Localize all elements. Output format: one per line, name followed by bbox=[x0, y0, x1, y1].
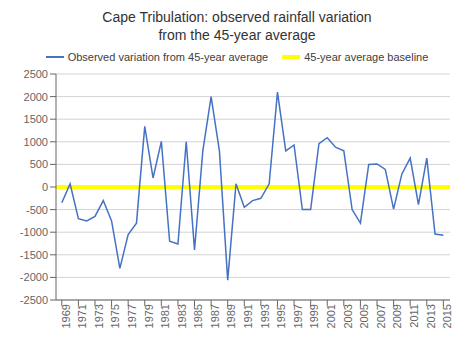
svg-text:2001: 2001 bbox=[325, 304, 337, 328]
svg-text:2009: 2009 bbox=[391, 304, 403, 328]
svg-text:-1000: -1000 bbox=[20, 226, 48, 238]
svg-text:2007: 2007 bbox=[375, 304, 387, 328]
svg-text:-2500: -2500 bbox=[20, 294, 48, 306]
svg-text:2005: 2005 bbox=[358, 304, 370, 328]
html-text:Observed variation from 45-yea: Observed variation from 45-year average bbox=[67, 51, 269, 63]
svg-text:1977: 1977 bbox=[126, 304, 138, 328]
svg-text:2013: 2013 bbox=[425, 304, 437, 328]
svg-text:1979: 1979 bbox=[143, 304, 155, 328]
html-text:from the 45-year average: from the 45-year average bbox=[158, 27, 316, 43]
svg-text:-500: -500 bbox=[26, 204, 48, 216]
svg-text:1969: 1969 bbox=[60, 304, 72, 328]
html-text:45-year average baseline: 45-year average baseline bbox=[304, 51, 429, 63]
svg-text:2011: 2011 bbox=[408, 304, 420, 328]
svg-text:1987: 1987 bbox=[209, 304, 221, 328]
svg-text:1500: 1500 bbox=[24, 113, 48, 125]
svg-text:1999: 1999 bbox=[308, 304, 320, 328]
html-text:Cape Tribulation: observed rai: Cape Tribulation: observed rainfall vari… bbox=[102, 9, 372, 25]
svg-text:1993: 1993 bbox=[259, 304, 271, 328]
svg-text:2500: 2500 bbox=[24, 68, 48, 80]
svg-text:1991: 1991 bbox=[242, 304, 254, 328]
svg-text:0: 0 bbox=[42, 181, 48, 193]
svg-text:1989: 1989 bbox=[226, 304, 238, 328]
svg-text:2015: 2015 bbox=[441, 304, 453, 328]
svg-text:-1500: -1500 bbox=[20, 249, 48, 261]
svg-text:-2000: -2000 bbox=[20, 271, 48, 283]
svg-text:1981: 1981 bbox=[159, 304, 171, 328]
svg-text:1000: 1000 bbox=[24, 136, 48, 148]
svg-text:1971: 1971 bbox=[76, 304, 88, 328]
svg-text:1995: 1995 bbox=[275, 304, 287, 328]
svg-text:1973: 1973 bbox=[93, 304, 105, 328]
svg-text:1997: 1997 bbox=[292, 304, 304, 328]
svg-text:1983: 1983 bbox=[176, 304, 188, 328]
svg-text:1985: 1985 bbox=[192, 304, 204, 328]
svg-text:2003: 2003 bbox=[342, 304, 354, 328]
svg-text:2000: 2000 bbox=[24, 91, 48, 103]
svg-text:1975: 1975 bbox=[109, 304, 121, 328]
svg-text:500: 500 bbox=[30, 158, 48, 170]
